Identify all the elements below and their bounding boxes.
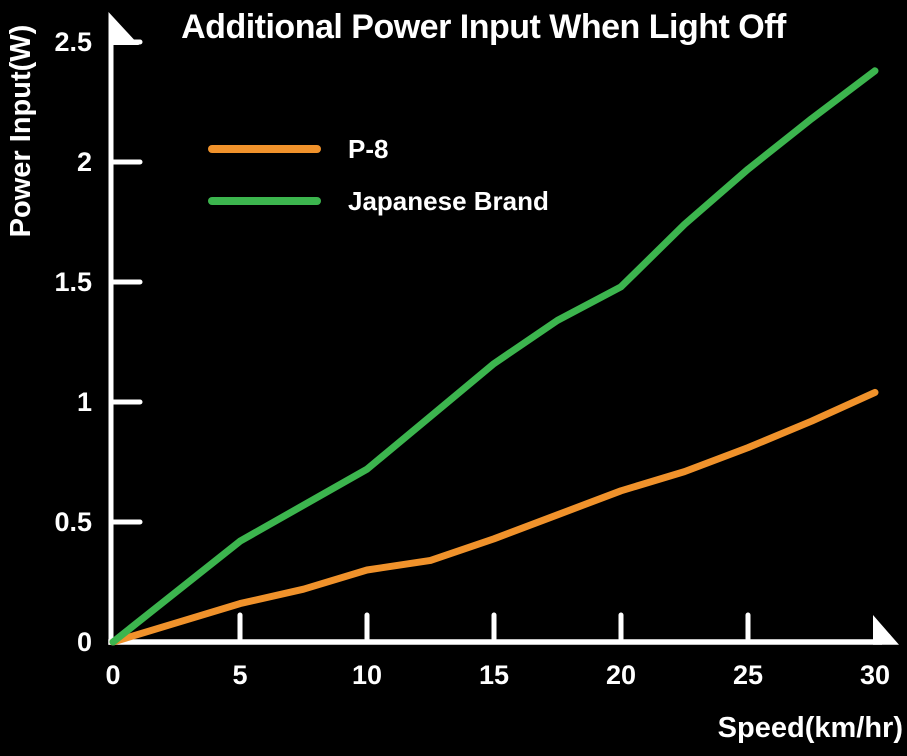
x-tick-label: 25 [732, 660, 764, 690]
legend: P-8 Japanese Brand [208, 134, 549, 238]
y-tick-label: 1 [76, 387, 92, 417]
legend-label-p8: P-8 [348, 133, 389, 164]
x-tick-label: 15 [478, 660, 510, 690]
series-line-japanese-brand [109, 67, 879, 646]
series-line-p-8 [109, 388, 879, 646]
x-tick-label: 0 [105, 660, 121, 690]
legend-line-swatch-japanese-brand [208, 197, 321, 205]
x-axis-arrow-icon [873, 615, 899, 645]
legend-line-swatch-p8 [208, 145, 321, 153]
y-tick-label: 1.5 [54, 267, 92, 297]
legend-item-japanese-brand: Japanese Brand [208, 186, 549, 216]
y-tick-label: 0.5 [54, 507, 92, 537]
legend-label-japanese-brand: Japanese Brand [348, 185, 549, 216]
x-tick-label: 5 [232, 660, 248, 690]
x-axis-title: Speed(km/hr) [717, 712, 903, 744]
y-axis-arrow-icon [108, 12, 139, 45]
x-tick-label: 30 [859, 660, 891, 690]
x-tick-label: 20 [605, 660, 637, 690]
x-tick-label: 10 [351, 660, 383, 690]
y-tick-label: 2 [76, 147, 92, 177]
y-tick-label: 0 [76, 627, 92, 657]
y-tick-label: 2.5 [54, 27, 92, 57]
legend-item-p8: P-8 [208, 134, 549, 164]
chart-title: Additional Power Input When Light Off [181, 8, 786, 46]
